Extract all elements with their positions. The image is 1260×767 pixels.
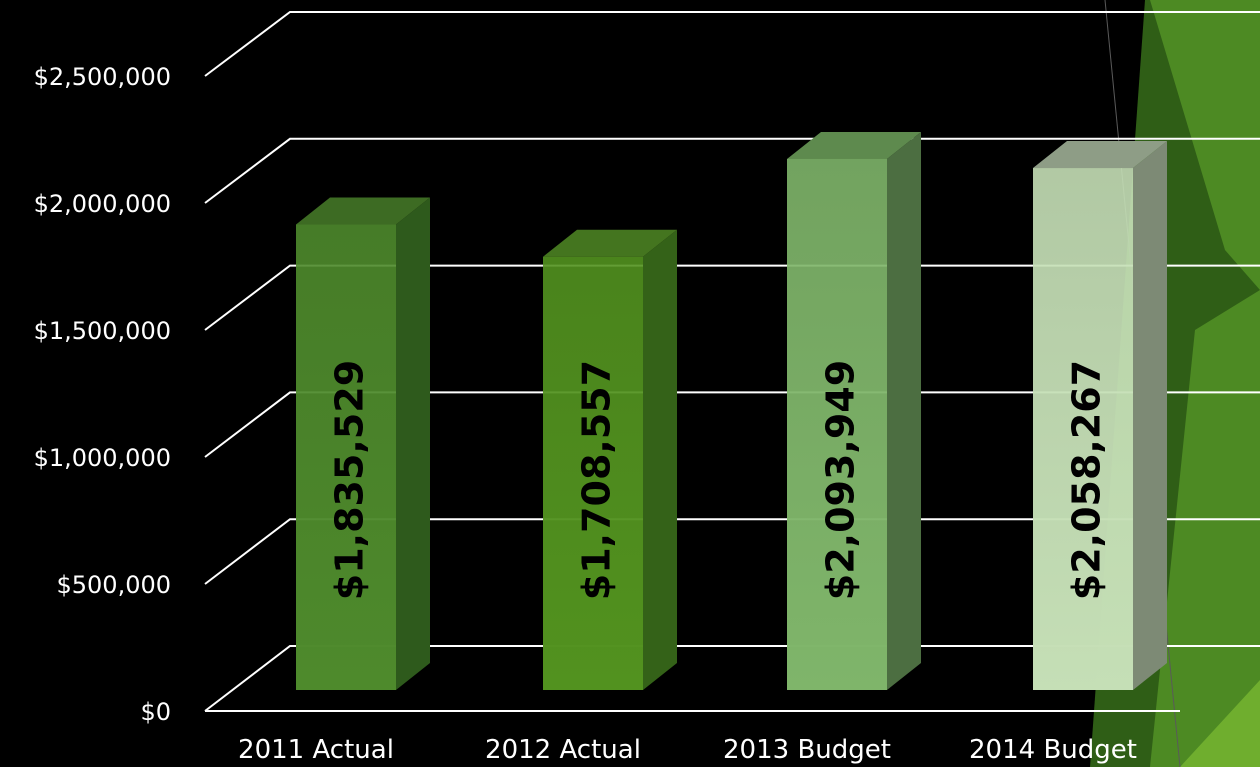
decor-panel-lower (1150, 290, 1260, 767)
x-category-label: 2014 Budget (969, 735, 1137, 765)
bar-4: $2,058,267 (1033, 141, 1167, 690)
bar-front (543, 256, 643, 690)
y-tick-label: $0 (140, 698, 171, 726)
bar-value-label: $2,058,267 (1065, 360, 1109, 600)
bar-value-label: $1,708,557 (575, 360, 619, 600)
bar-top (1033, 141, 1167, 169)
bar-front (296, 224, 396, 691)
gridline (204, 137, 1260, 204)
bar-side (887, 131, 921, 690)
bar-value-label: $1,835,529 (328, 360, 372, 600)
bar-side (396, 197, 430, 691)
gridlines (204, 11, 1260, 712)
bar-side (1133, 141, 1167, 690)
decor-panel-light (1180, 680, 1260, 767)
y-tick-label: $2,000,000 (34, 190, 171, 218)
bar-2: $1,708,557 (543, 229, 677, 690)
bar-front (787, 158, 887, 690)
x-category-label: 2012 Actual (485, 735, 641, 765)
gridline (204, 391, 1260, 458)
y-axis-tick-labels: $0 $500,000 $1,000,000 $1,500,000 $2,000,000… (34, 63, 171, 726)
y-tick-label: $2,500,000 (34, 63, 171, 91)
x-category-label: 2013 Budget (723, 735, 891, 765)
x-axis-category-labels: 2011 Actual 2012 Actual 2013 Budget 2014 Bu… (238, 735, 1137, 765)
gridline (204, 645, 1260, 712)
y-tick-label: $500,000 (56, 571, 171, 599)
gridline (204, 264, 1260, 331)
bar-value-label: $2,093,949 (819, 360, 863, 600)
bar-side (643, 229, 677, 690)
y-tick-label: $1,000,000 (34, 444, 171, 472)
gridline (204, 11, 1260, 77)
x-category-label: 2011 Actual (238, 735, 394, 765)
y-tick-label: $1,500,000 (34, 317, 171, 345)
decor-panel-mid (1150, 0, 1260, 290)
bar-top (787, 131, 921, 159)
bar-1: $1,835,529 (296, 197, 430, 691)
bar-top (543, 229, 677, 257)
bars: $1,835,529 $1,708,557 $2,093,949 $2,058,267 (296, 131, 1167, 691)
bar-front (1033, 168, 1133, 690)
gridline (204, 518, 1260, 585)
bar-3: $2,093,949 (787, 131, 921, 690)
bar-top (296, 197, 430, 225)
